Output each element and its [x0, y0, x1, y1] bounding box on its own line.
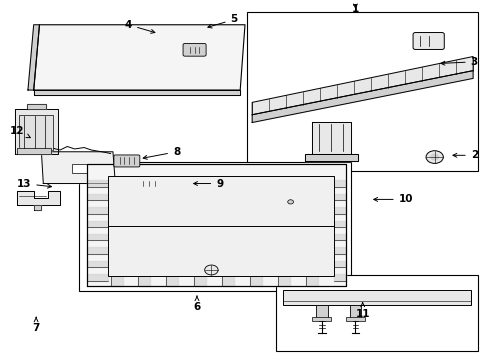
Polygon shape	[334, 261, 346, 267]
Bar	[312, 317, 331, 321]
Circle shape	[426, 151, 443, 163]
Bar	[350, 305, 361, 319]
Circle shape	[288, 200, 294, 204]
Text: 8: 8	[143, 147, 180, 159]
Polygon shape	[87, 274, 108, 280]
Text: 11: 11	[355, 303, 370, 319]
Polygon shape	[34, 25, 245, 90]
Circle shape	[205, 265, 218, 275]
FancyBboxPatch shape	[413, 32, 444, 49]
Polygon shape	[87, 247, 108, 254]
Circle shape	[431, 154, 439, 160]
Polygon shape	[305, 276, 318, 286]
Bar	[72, 165, 88, 173]
Polygon shape	[276, 187, 317, 205]
Bar	[79, 162, 351, 291]
Text: 2: 2	[453, 150, 478, 160]
Polygon shape	[111, 276, 122, 286]
Polygon shape	[334, 221, 346, 227]
Text: 7: 7	[32, 317, 40, 333]
Bar	[19, 115, 53, 150]
Polygon shape	[334, 274, 346, 280]
Bar	[346, 317, 365, 321]
Bar	[316, 305, 328, 319]
Text: 13: 13	[17, 179, 51, 189]
Polygon shape	[34, 90, 240, 95]
Bar	[87, 164, 346, 286]
FancyBboxPatch shape	[136, 179, 162, 189]
Bar	[247, 13, 478, 171]
Polygon shape	[334, 194, 346, 200]
Polygon shape	[252, 71, 473, 122]
Polygon shape	[17, 148, 50, 154]
Polygon shape	[334, 247, 346, 254]
FancyBboxPatch shape	[114, 155, 140, 167]
FancyBboxPatch shape	[183, 44, 206, 56]
Text: 4: 4	[125, 20, 155, 33]
Polygon shape	[334, 180, 346, 187]
Polygon shape	[87, 164, 346, 286]
Bar	[283, 291, 471, 305]
Polygon shape	[222, 276, 234, 286]
Polygon shape	[87, 234, 108, 240]
Polygon shape	[166, 276, 178, 286]
Text: 9: 9	[194, 179, 223, 189]
Polygon shape	[334, 207, 346, 213]
Text: 3: 3	[441, 57, 478, 67]
Polygon shape	[41, 152, 115, 184]
Polygon shape	[15, 109, 58, 154]
Polygon shape	[34, 205, 41, 210]
Polygon shape	[305, 154, 358, 161]
Bar	[276, 275, 478, 351]
Text: 6: 6	[194, 296, 200, 312]
Polygon shape	[138, 276, 150, 286]
Text: 10: 10	[374, 194, 413, 204]
Polygon shape	[26, 104, 46, 109]
Text: 1: 1	[352, 4, 359, 14]
Text: 12: 12	[10, 126, 30, 138]
Polygon shape	[334, 234, 346, 240]
Polygon shape	[28, 25, 40, 90]
Polygon shape	[312, 122, 351, 154]
Polygon shape	[17, 190, 60, 205]
Polygon shape	[87, 180, 108, 187]
Text: 5: 5	[208, 14, 238, 28]
Polygon shape	[87, 221, 108, 227]
Polygon shape	[278, 276, 290, 286]
Polygon shape	[252, 57, 473, 115]
Polygon shape	[87, 261, 108, 267]
Polygon shape	[194, 276, 206, 286]
Polygon shape	[87, 194, 108, 200]
Polygon shape	[87, 207, 108, 213]
Bar	[108, 176, 334, 276]
Polygon shape	[250, 276, 262, 286]
